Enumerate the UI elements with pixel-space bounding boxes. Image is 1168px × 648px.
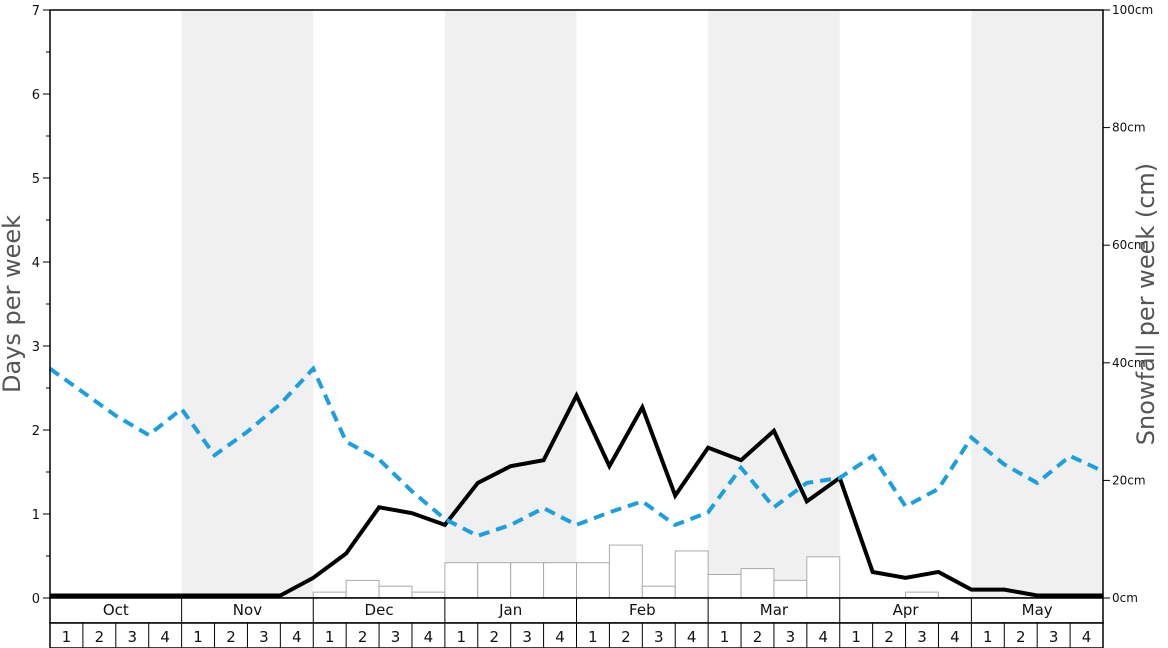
week-label: 1 — [720, 628, 730, 646]
month-shade-band — [444, 10, 577, 598]
week-label: 2 — [489, 628, 499, 646]
month-label: May — [1022, 601, 1053, 619]
month-shade-band — [181, 10, 314, 598]
left-axis-tick-label: 2 — [32, 424, 40, 439]
snowfall-bar — [674, 550, 709, 599]
week-label: 2 — [1016, 628, 1026, 646]
month-label: Dec — [365, 601, 394, 619]
snowfall-bar — [773, 579, 808, 599]
week-label: 1 — [325, 628, 335, 646]
month-shade-band — [971, 10, 1103, 598]
week-label: 3 — [259, 628, 269, 646]
solid-series-line — [50, 390, 1103, 598]
week-label: 1 — [62, 628, 72, 646]
right-axis-tick-label: 40cm — [1112, 356, 1146, 370]
week-label: 2 — [226, 628, 236, 646]
right-axis-tick-label: 80cm — [1112, 121, 1146, 135]
week-label: 4 — [687, 628, 697, 646]
week-label: 4 — [424, 628, 434, 646]
left-axis-title: Days per week — [0, 215, 26, 393]
left-axis-tick-label: 7 — [32, 4, 40, 19]
month-label: Mar — [760, 601, 789, 619]
snowfall-bar — [411, 591, 446, 599]
right-axis-title: Snowfall per week (cm) — [1132, 163, 1160, 445]
left-axis-tick-label: 1 — [32, 508, 40, 523]
right-axis-tick-label: 0cm — [1112, 591, 1138, 605]
week-label: 3 — [522, 628, 532, 646]
week-label: 4 — [819, 628, 829, 646]
left-axis-tick-label: 4 — [32, 256, 40, 271]
month-label: Jan — [498, 601, 522, 619]
left-axis-tick-label: 3 — [32, 340, 40, 355]
week-label: 1 — [588, 628, 598, 646]
snowfall-bar — [576, 562, 610, 599]
week-label: 2 — [884, 628, 894, 646]
snowfall-bar — [608, 544, 643, 599]
week-label: 1 — [983, 628, 993, 646]
snowfall-bar — [707, 573, 742, 599]
right-axis-tick-label: 60cm — [1112, 238, 1146, 252]
snowfall-bar — [345, 579, 380, 599]
snowfall-bar — [641, 585, 676, 599]
month-label: Feb — [629, 601, 656, 619]
snowfall-bar — [444, 562, 479, 599]
left-axis-tick-label: 6 — [32, 88, 40, 103]
week-label: 1 — [457, 628, 467, 646]
week-label: 4 — [160, 628, 170, 646]
week-label: 4 — [292, 628, 302, 646]
month-label: Nov — [233, 601, 262, 619]
week-label: 3 — [1049, 628, 1059, 646]
week-label: 2 — [621, 628, 631, 646]
snowfall-bar — [510, 562, 545, 599]
week-label: 3 — [786, 628, 796, 646]
snowfall-bar — [312, 591, 347, 599]
dashed-series-line — [48, 365, 1104, 539]
month-label: Apr — [893, 601, 920, 619]
snowfall-bar — [905, 591, 939, 599]
right-axis-tick-label: 100cm — [1112, 3, 1153, 17]
week-label: 4 — [950, 628, 960, 646]
snowfall-bar — [543, 562, 577, 599]
left-axis-tick-label: 5 — [32, 172, 40, 187]
week-label: 3 — [391, 628, 401, 646]
week-label: 4 — [1082, 628, 1092, 646]
week-label: 3 — [654, 628, 664, 646]
left-axis-tick-label: 0 — [32, 592, 40, 607]
snowfall-bar — [740, 568, 775, 599]
week-label: 3 — [127, 628, 137, 646]
snowfall-bar — [806, 556, 841, 599]
week-label: 2 — [95, 628, 105, 646]
snowfall-bar — [378, 585, 413, 599]
month-shade-band — [708, 10, 840, 598]
right-axis-tick-label: 20cm — [1112, 473, 1146, 487]
week-label: 1 — [193, 628, 203, 646]
week-label: 2 — [358, 628, 368, 646]
week-label: 3 — [917, 628, 927, 646]
week-label: 1 — [851, 628, 861, 646]
week-label: 2 — [753, 628, 763, 646]
week-label: 4 — [555, 628, 565, 646]
snowfall-bar — [477, 562, 512, 599]
month-label: Oct — [103, 601, 129, 619]
